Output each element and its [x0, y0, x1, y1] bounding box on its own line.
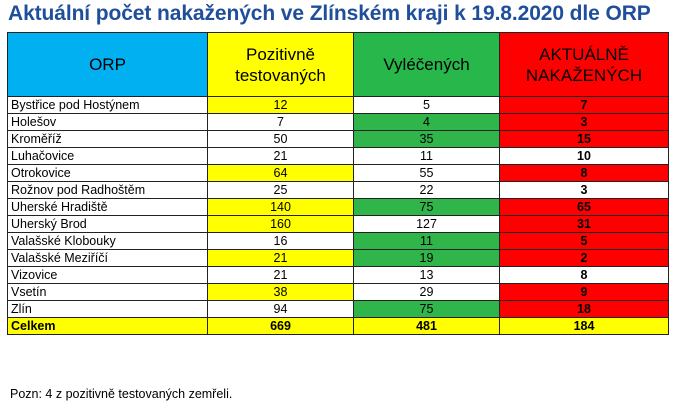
orp-table: ORP Pozitivně testovaných Vyléčených AKTU…: [7, 32, 669, 335]
vylecenych-cell: 55: [353, 164, 500, 182]
pozitivne-cell: 64: [207, 164, 354, 182]
pozitivne-cell: 7: [207, 113, 354, 131]
aktualne-cell: 9: [499, 283, 669, 301]
pozitivne-cell: 21: [207, 249, 354, 267]
pozitivne-cell: 140: [207, 198, 354, 216]
aktualne-cell: 10: [499, 147, 669, 165]
aktualne-cell: 15: [499, 130, 669, 148]
total-aktualne-cell: 184: [499, 317, 669, 335]
table-row: Kroměříž 50 35 15: [7, 130, 669, 148]
vylecenych-cell: 5: [353, 96, 500, 114]
aktualne-cell: 2: [499, 249, 669, 267]
vylecenych-cell: 19: [353, 249, 500, 267]
table-row: Uherské Hradiště 140 75 65: [7, 198, 669, 216]
aktualne-cell: 31: [499, 215, 669, 233]
orp-name-cell: Holešov: [7, 113, 208, 131]
header-aktualne: AKTUÁLNĚ NAKAŽENÝCH: [499, 32, 669, 97]
table-row: Holešov 7 4 3: [7, 113, 669, 131]
orp-name-cell: Vizovice: [7, 266, 208, 284]
pozitivne-cell: 50: [207, 130, 354, 148]
orp-name-cell: Luhačovice: [7, 147, 208, 165]
pozitivne-cell: 160: [207, 215, 354, 233]
aktualne-cell: 3: [499, 113, 669, 131]
pozitivne-cell: 12: [207, 96, 354, 114]
total-row: Celkem 669 481 184: [7, 317, 669, 335]
table-row: Luhačovice 21 11 10: [7, 147, 669, 165]
table-row: Uherský Brod 160 127 31: [7, 215, 669, 233]
orp-name-cell: Bystřice pod Hostýnem: [7, 96, 208, 114]
table-header-row: ORP Pozitivně testovaných Vyléčených AKTU…: [7, 32, 669, 97]
orp-name-cell: Uherské Hradiště: [7, 198, 208, 216]
table-row: Vizovice 21 13 8: [7, 266, 669, 284]
aktualne-cell: 8: [499, 266, 669, 284]
orp-name-cell: Otrokovice: [7, 164, 208, 182]
aktualne-cell: 7: [499, 96, 669, 114]
table-row: Bystřice pod Hostýnem 12 5 7: [7, 96, 669, 114]
total-pozitivne-cell: 669: [207, 317, 354, 335]
header-vylecenych: Vyléčených: [353, 32, 500, 97]
vylecenych-cell: 13: [353, 266, 500, 284]
page-title: Aktuální počet nakažených ve Zlínském kr…: [8, 2, 651, 25]
vylecenych-cell: 11: [353, 147, 500, 165]
table-row: Vsetín 38 29 9: [7, 283, 669, 301]
pozitivne-cell: 21: [207, 147, 354, 165]
vylecenych-cell: 35: [353, 130, 500, 148]
aktualne-cell: 3: [499, 181, 669, 199]
vylecenych-cell: 11: [353, 232, 500, 250]
header-pozitivne: Pozitivně testovaných: [207, 32, 354, 97]
aktualne-cell: 8: [499, 164, 669, 182]
vylecenych-cell: 29: [353, 283, 500, 301]
orp-name-cell: Uherský Brod: [7, 215, 208, 233]
table-row: Valašské Klobouky 16 11 5: [7, 232, 669, 250]
pozitivne-cell: 94: [207, 300, 354, 318]
header-orp: ORP: [7, 32, 208, 97]
aktualne-cell: 18: [499, 300, 669, 318]
pozitivne-cell: 25: [207, 181, 354, 199]
orp-name-cell: Vsetín: [7, 283, 208, 301]
total-vylecenych-cell: 481: [353, 317, 500, 335]
aktualne-cell: 65: [499, 198, 669, 216]
vylecenych-cell: 22: [353, 181, 500, 199]
vylecenych-cell: 4: [353, 113, 500, 131]
table-row: Zlín 94 75 18: [7, 300, 669, 318]
vylecenych-cell: 75: [353, 198, 500, 216]
orp-name-cell: Rožnov pod Radhoštěm: [7, 181, 208, 199]
aktualne-cell: 5: [499, 232, 669, 250]
total-name-cell: Celkem: [7, 317, 208, 335]
orp-name-cell: Valašské Meziříčí: [7, 249, 208, 267]
pozitivne-cell: 21: [207, 266, 354, 284]
orp-name-cell: Zlín: [7, 300, 208, 318]
orp-name-cell: Kroměříž: [7, 130, 208, 148]
orp-name-cell: Valašské Klobouky: [7, 232, 208, 250]
pozitivne-cell: 38: [207, 283, 354, 301]
vylecenych-cell: 127: [353, 215, 500, 233]
table-row: Valašské Meziříčí 21 19 2: [7, 249, 669, 267]
pozitivne-cell: 16: [207, 232, 354, 250]
table-row: Rožnov pod Radhoštěm 25 22 3: [7, 181, 669, 199]
footnote: Pozn: 4 z pozitivně testovaných zemřeli.: [10, 387, 233, 401]
table-row: Otrokovice 64 55 8: [7, 164, 669, 182]
vylecenych-cell: 75: [353, 300, 500, 318]
